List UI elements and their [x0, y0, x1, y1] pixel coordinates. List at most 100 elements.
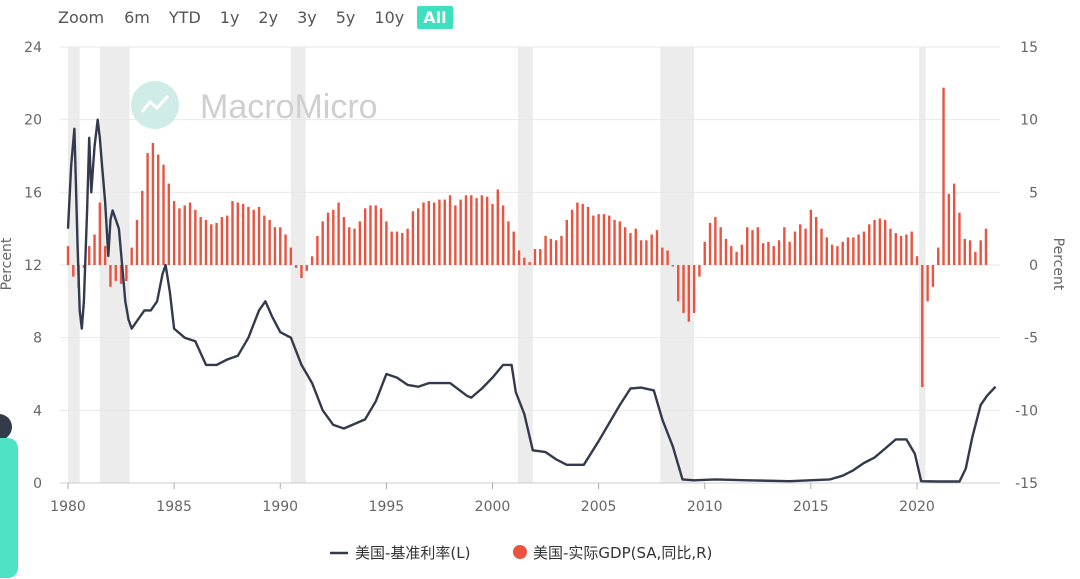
gdp-bar-82 — [501, 205, 505, 265]
gdp-bar-81 — [496, 189, 500, 265]
gdp-bar-149 — [857, 234, 860, 265]
gdp-bar-13 — [135, 219, 139, 265]
gdp-bar-48 — [321, 221, 324, 265]
gdp-bar-23 — [188, 202, 192, 265]
left-tick-label-0: 0 — [33, 476, 42, 492]
gdp-bar-8 — [109, 265, 112, 287]
x-tick-label-6: 2010 — [687, 499, 723, 515]
gdp-bar-30 — [225, 215, 229, 265]
zoom-button-10y[interactable]: 10y — [374, 7, 405, 27]
gdp-bar-73 — [454, 205, 457, 265]
gdp-bar-136 — [788, 241, 791, 265]
gdp-bar-98 — [586, 206, 590, 265]
gdp-bar-39 — [273, 227, 277, 265]
left-tick-label-4: 16 — [24, 185, 42, 201]
gdp-bar-131 — [761, 243, 765, 265]
zoom-button-2y[interactable]: 2y — [258, 7, 279, 27]
gdp-bar-57 — [369, 205, 372, 265]
left-tick-label-3: 12 — [24, 258, 42, 274]
gdp-bar-32 — [236, 202, 239, 265]
gdp-bar-28 — [215, 222, 218, 265]
gdp-bar-59 — [379, 208, 383, 265]
gdp-bar-34 — [247, 206, 250, 265]
gdp-bar-147 — [846, 237, 850, 265]
gdp-bar-168 — [958, 212, 961, 265]
gdp-bar-166 — [947, 193, 951, 265]
gdp-bar-37 — [263, 215, 266, 265]
gdp-bar-124 — [724, 238, 728, 265]
gdp-bar-76 — [470, 195, 473, 265]
gdp-bar-133 — [772, 246, 775, 265]
gdp-bar-79 — [485, 196, 489, 265]
gdp-bar-114 — [671, 265, 675, 267]
gdp-bar-31 — [231, 201, 234, 265]
gdp-bar-120 — [703, 241, 706, 265]
gdp-bar-152 — [873, 219, 876, 265]
macromicro-logo-mark — [140, 94, 170, 113]
right-tick-label-0: -15 — [1015, 476, 1038, 492]
gdp-bar-101 — [602, 214, 606, 265]
gdp-bar-3 — [82, 265, 86, 268]
gdp-bar-118 — [692, 265, 696, 313]
x-tick-label-0: 1980 — [50, 499, 86, 515]
gdp-bar-135 — [783, 227, 786, 265]
gdp-bar-51 — [337, 202, 340, 265]
zoom-button-5y[interactable]: 5y — [335, 7, 356, 27]
gdp-bar-56 — [363, 208, 367, 265]
legend-item-real-gdp[interactable]: 美国-实际GDP(SA,同比,R) — [533, 544, 712, 562]
gdp-bar-83 — [507, 221, 510, 265]
gdp-bar-41 — [284, 234, 287, 265]
side-panel-handle[interactable] — [0, 414, 12, 440]
gdp-bar-169 — [963, 238, 966, 265]
gdp-bar-33 — [241, 203, 245, 265]
gdp-bar-61 — [390, 231, 393, 265]
gdp-bar-25 — [199, 217, 202, 265]
gdp-bar-38 — [268, 219, 271, 265]
zoom-button-6m[interactable]: 6m — [124, 7, 150, 27]
gdp-bar-93 — [560, 235, 563, 265]
zoom-button-1y[interactable]: 1y — [219, 7, 240, 27]
gdp-bar-36 — [257, 206, 261, 265]
gdp-bar-68 — [427, 201, 431, 265]
zoom-button-ytd[interactable]: YTD — [168, 7, 201, 27]
gdp-bar-84 — [512, 231, 515, 265]
left-tick-label-2: 8 — [33, 331, 42, 347]
gdp-bar-60 — [385, 221, 388, 265]
gdp-bar-109 — [645, 240, 648, 265]
x-tick-label-3: 1995 — [369, 499, 405, 515]
gdp-bar-107 — [634, 228, 637, 265]
gdp-bar-6 — [98, 202, 102, 265]
gdp-bar-78 — [480, 195, 484, 265]
side-panel-tab[interactable] — [0, 438, 18, 578]
left-tick-label-1: 4 — [33, 403, 42, 419]
gdp-bar-116 — [682, 265, 685, 313]
gdp-bar-112 — [661, 247, 664, 265]
gdp-bar-105 — [623, 227, 627, 265]
x-tick-label-7: 2015 — [793, 499, 829, 515]
gdp-bar-165 — [942, 87, 945, 266]
gdp-bar-19 — [167, 183, 171, 265]
right-axis-title: Percent — [1050, 238, 1066, 291]
gdp-bar-65 — [411, 211, 415, 265]
gdp-bar-155 — [889, 228, 892, 265]
right-tick-label-5: 10 — [1020, 113, 1038, 129]
gdp-bar-161 — [921, 265, 924, 388]
gdp-bar-16 — [151, 142, 155, 265]
gdp-bar-22 — [183, 205, 186, 265]
x-tick-label-1: 1985 — [156, 499, 192, 515]
gdp-bar-163 — [931, 265, 935, 287]
gdp-bar-158 — [905, 234, 908, 265]
x-tick-label-4: 2000 — [475, 499, 511, 515]
zoom-button-all[interactable]: All — [417, 5, 453, 29]
left-tick-label-6: 24 — [24, 40, 42, 56]
gdp-bar-1 — [72, 265, 75, 277]
gdp-bar-10 — [119, 265, 123, 284]
zoom-button-3y[interactable]: 3y — [297, 7, 317, 27]
right-tick-label-6: 15 — [1020, 40, 1038, 56]
gdp-bar-17 — [157, 154, 160, 265]
gdp-bar-15 — [146, 153, 149, 265]
gdp-bar-90 — [544, 235, 547, 265]
gdp-bar-35 — [252, 209, 255, 265]
gdp-bar-99 — [592, 215, 595, 265]
legend-item-fed-rate[interactable]: 美国-基准利率(L) — [355, 544, 470, 562]
